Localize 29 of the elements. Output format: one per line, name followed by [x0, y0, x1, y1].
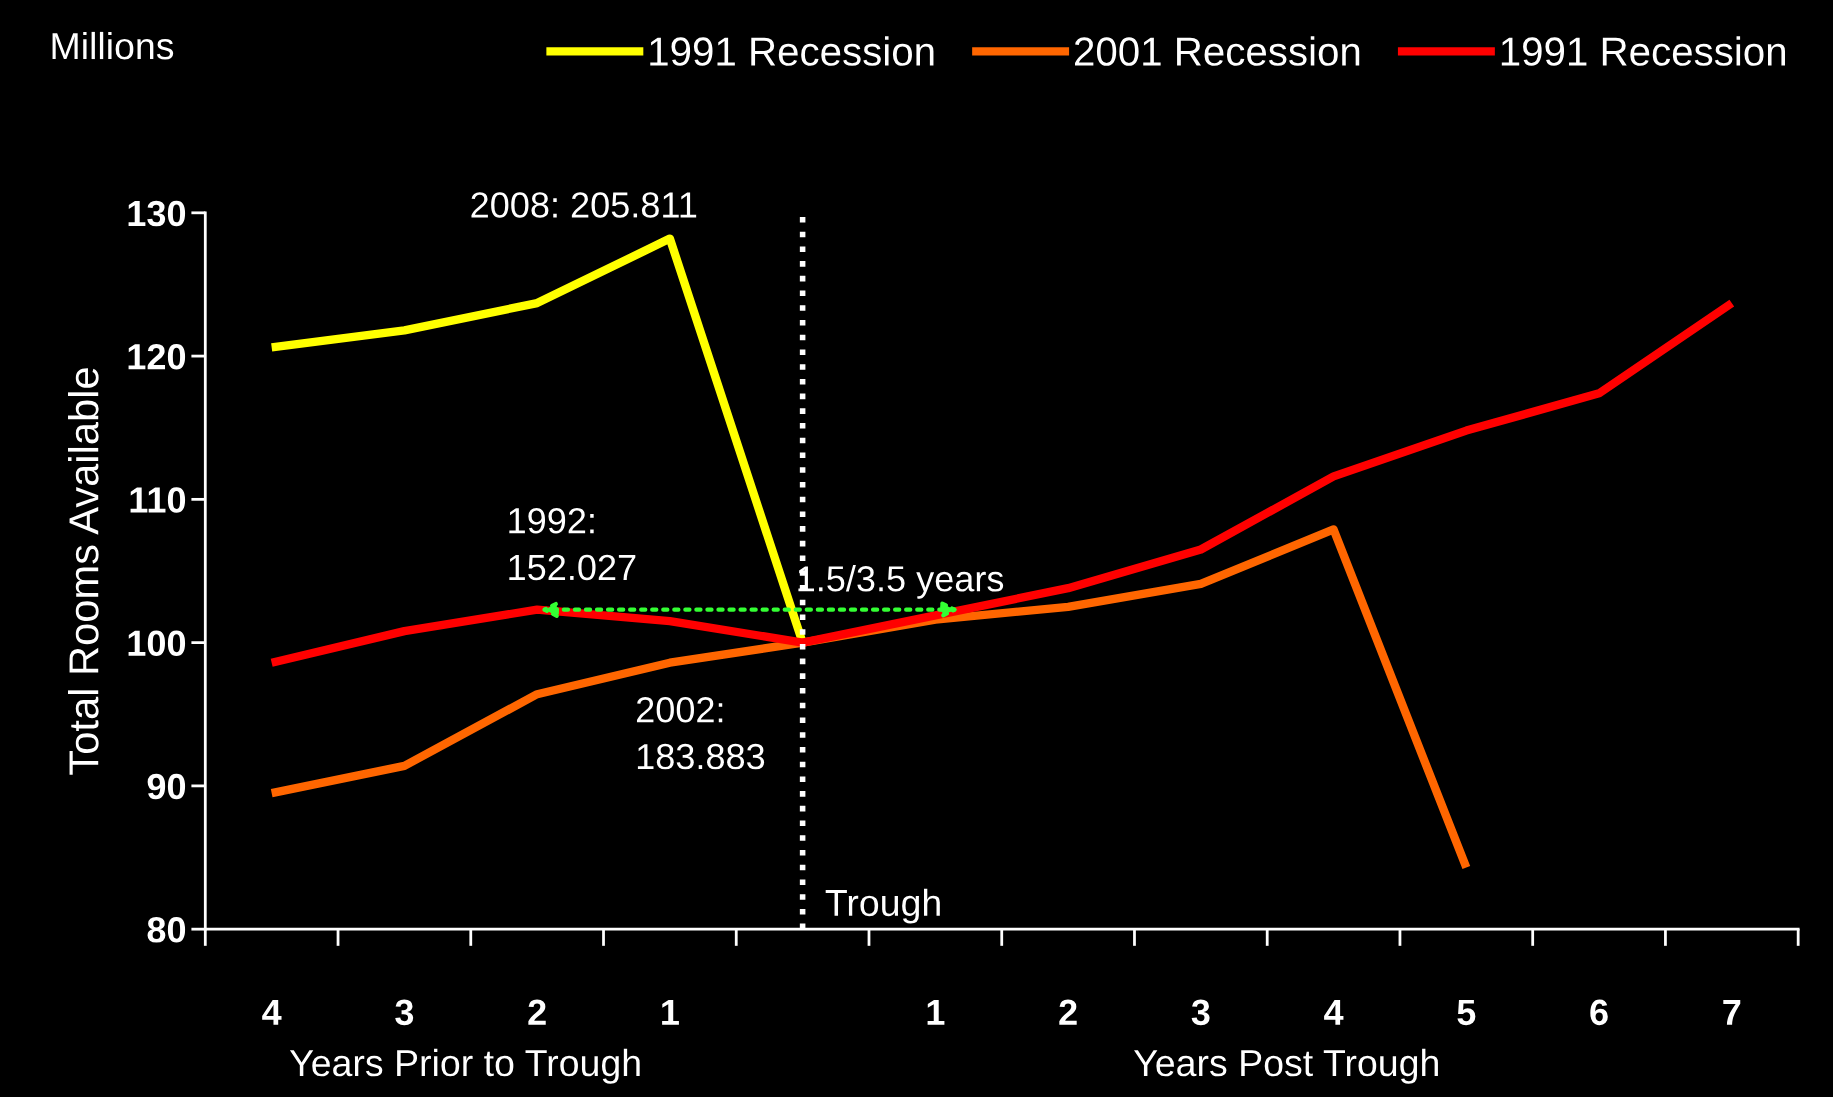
x-tick-label: 4	[262, 999, 282, 1025]
x-tick-label: 3	[1191, 999, 1210, 1026]
annotation: 1992: 152.027	[509, 507, 636, 581]
y-tick-label: 110	[130, 487, 186, 513]
y-tick-label: 120	[128, 343, 186, 370]
x-tick-label: 4	[1324, 999, 1344, 1025]
annotation: 2008: 205.811	[471, 192, 697, 218]
x-tick-label: 2	[1059, 999, 1077, 1025]
y-tick-label: 130	[128, 200, 186, 227]
y-tick-label: 90	[147, 773, 186, 800]
y-tick-label: 80	[147, 917, 186, 943]
x-tick-label: 3	[395, 999, 414, 1026]
y-tick-label: 100	[128, 630, 186, 657]
legend-label: 1991 Recession	[650, 36, 934, 66]
y-axis-title: Total Rooms Available	[68, 368, 99, 775]
annotation: 2002: 183.883	[636, 697, 765, 770]
text: Years Post Trough	[1134, 1048, 1438, 1084]
text: Millions	[52, 31, 174, 60]
x-tick-label: 2	[528, 999, 546, 1025]
x-tick-label: 7	[1723, 999, 1741, 1025]
legend-label: 1991 Recession	[1501, 36, 1785, 66]
x-tick-label: 1	[927, 999, 945, 1025]
x-tick-label: 5	[1457, 999, 1476, 1026]
x-tick-label: 6	[1590, 999, 1608, 1026]
legend-label: 2001 Recession	[1075, 36, 1360, 66]
annotation: 1.5/3.5 years	[798, 565, 1004, 599]
text: Years Prior to Trough	[289, 1048, 640, 1084]
x-tick-label: 1	[662, 999, 679, 1025]
ref-line-label: Trough	[825, 888, 940, 924]
